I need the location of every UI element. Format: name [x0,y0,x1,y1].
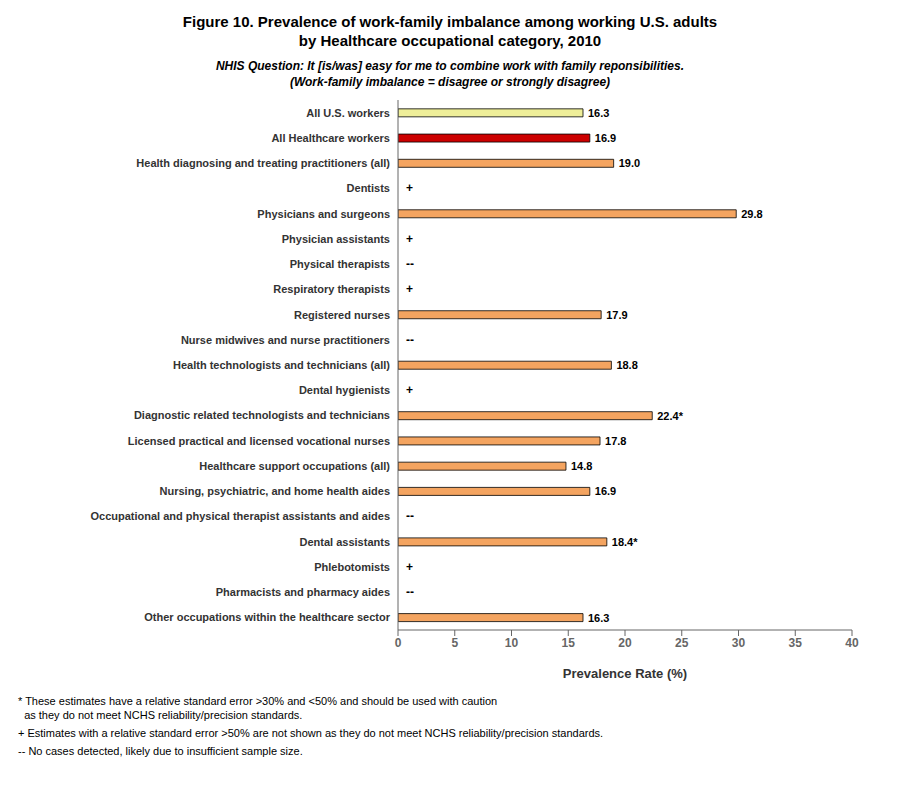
svg-text:Prevalence Rate (%): Prevalence Rate (%) [563,666,687,681]
svg-text:All Healthcare workers: All Healthcare workers [271,132,390,144]
svg-text:22.4*: 22.4* [657,410,683,422]
svg-text:+: + [406,383,413,397]
svg-text:--: -- [406,509,414,523]
html-text:NHIS Question: It [is/was] eas: NHIS Question: It [is/was] easy for me t… [216,59,684,73]
svg-text:30: 30 [732,636,746,650]
svg-text:Licensed practical and license: Licensed practical and licensed vocation… [128,435,390,447]
svg-text:29.8: 29.8 [741,208,762,220]
svg-text:Dentists: Dentists [347,182,390,194]
svg-text:Registered nurses: Registered nurses [294,309,390,321]
html-text:Figure 10. Prevalence of work-: Figure 10. Prevalence of work-family imb… [182,13,718,30]
html-text:-- No cases detected, likely d: -- No cases detected, likely due to insu… [18,745,303,757]
html-text:(Work-family imbalance = disag: (Work-family imbalance = disagree or str… [289,75,611,89]
svg-text:20: 20 [618,636,632,650]
svg-text:18.4*: 18.4* [612,536,638,548]
svg-text:Healthcare support occupations: Healthcare support occupations (all) [199,460,390,472]
svg-text:18.8: 18.8 [616,359,637,371]
svg-text:Pharmacists and pharmacy aides: Pharmacists and pharmacy aides [216,586,390,598]
svg-text:Dental assistants: Dental assistants [300,536,390,548]
svg-text:Health technologists and techn: Health technologists and technicians (al… [173,359,390,371]
svg-text:17.9: 17.9 [606,309,627,321]
svg-text:Nursing, psychiatric, and home: Nursing, psychiatric, and home health ai… [160,485,390,497]
svg-text:15: 15 [562,636,576,650]
svg-text:5: 5 [451,636,458,650]
svg-text:Phlebotomists: Phlebotomists [314,561,390,573]
svg-text:35: 35 [789,636,803,650]
svg-text:Physicians and surgeons: Physicians and surgeons [257,208,390,220]
svg-text:17.8: 17.8 [605,435,626,447]
svg-text:25: 25 [675,636,689,650]
svg-text:0: 0 [395,636,402,650]
svg-text:Nurse midwives and nurse pract: Nurse midwives and nurse practitioners [181,334,390,346]
svg-text:40: 40 [845,636,859,650]
svg-text:Dental hygienists: Dental hygienists [299,384,390,396]
svg-text:--: -- [406,257,414,271]
svg-text:19.0: 19.0 [619,157,640,169]
svg-text:--: -- [406,333,414,347]
svg-text:+: + [406,232,413,246]
svg-text:16.3: 16.3 [588,107,609,119]
svg-text:16.9: 16.9 [595,132,616,144]
svg-text:Physician assistants: Physician assistants [282,233,390,245]
html-text:* These estimates have a relat: * These estimates have a relative standa… [18,695,498,721]
svg-text:Occupational and physical ther: Occupational and physical therapist assi… [90,510,390,522]
html-text:by Healthcare occupational cat: by Healthcare occupational category, 201… [298,32,602,49]
svg-text:Other occupations within the h: Other occupations within the healthcare … [144,611,390,623]
html-text:+ Estimates with a relative st: + Estimates with a relative standard err… [18,727,604,739]
svg-text:--: -- [406,585,414,599]
svg-text:16.3: 16.3 [588,612,609,624]
svg-text:Respiratory therapists: Respiratory therapists [273,283,390,295]
svg-text:10: 10 [505,636,519,650]
svg-text:+: + [406,282,413,296]
svg-text:14.8: 14.8 [571,460,592,472]
svg-text:Physical therapists: Physical therapists [290,258,390,270]
svg-text:+: + [406,560,413,574]
svg-text:Diagnostic related technologis: Diagnostic related technologists and tec… [134,409,390,421]
svg-text:+: + [406,181,413,195]
svg-text:All U.S. workers: All U.S. workers [306,107,390,119]
svg-text:16.9: 16.9 [595,485,616,497]
svg-text:Health diagnosing and treating: Health diagnosing and treating practitio… [136,157,390,169]
